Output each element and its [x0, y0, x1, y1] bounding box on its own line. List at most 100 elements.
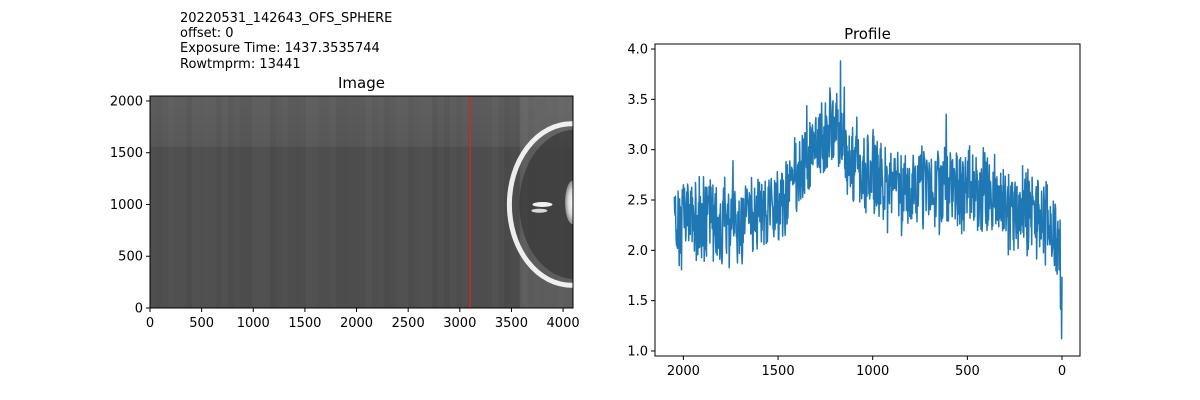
profile-y-tick-label: 1.0 [627, 344, 648, 359]
image-y-tick-label: 2000 [110, 94, 143, 109]
image-column-stripe [486, 96, 492, 308]
image-column-stripe [318, 96, 324, 308]
profile-x-tick-label: 0 [1058, 364, 1066, 379]
image-column-stripe [198, 96, 204, 308]
profile-y-tick-label: 2.5 [627, 194, 648, 209]
image-column-stripe [240, 96, 246, 308]
profile-x-tick-label: 2000 [667, 364, 700, 379]
image-column-stripe [186, 96, 192, 308]
sphere-bright-spot [565, 180, 573, 225]
image-column-stripe [192, 96, 198, 308]
image-column-stripe [234, 96, 240, 308]
image-column-stripe [222, 96, 228, 308]
image-column-stripe [306, 96, 312, 308]
image-column-stripe [216, 96, 222, 308]
image-column-stripe [288, 96, 294, 308]
file-name: 20220531_142643_OFS_SPHERE [180, 11, 393, 26]
image-column-stripe [180, 96, 186, 308]
image-x-tick-label: 500 [189, 316, 214, 331]
image-column-stripe [456, 96, 462, 308]
image-x-tick-label: 3500 [495, 316, 528, 331]
image-column-stripe [348, 96, 354, 308]
image-column-stripe [342, 96, 348, 308]
image-column-stripe [312, 96, 318, 308]
image-column-stripe [402, 96, 408, 308]
image-column-stripe [228, 96, 234, 308]
image-column-stripe [372, 96, 378, 308]
image-column-stripe [276, 96, 282, 308]
image-column-stripe [396, 96, 402, 308]
image-column-stripe [162, 96, 168, 308]
image-column-stripe [492, 96, 498, 308]
image-column-stripe [462, 96, 468, 308]
image-title: Image [338, 74, 385, 92]
image-heatmap [150, 96, 573, 308]
image-y-tick-label: 1500 [110, 146, 143, 161]
profile-y-tick-label: 2.0 [627, 244, 648, 259]
image-column-stripe [252, 96, 258, 308]
image-x-tick-label: 1500 [288, 316, 321, 331]
image-column-stripe [432, 96, 438, 308]
image-column-stripe [294, 96, 300, 308]
image-column-stripe [474, 96, 480, 308]
image-column-stripe [450, 96, 456, 308]
sphere-reflection [532, 201, 553, 207]
image-column-stripe [204, 96, 210, 308]
image-column-stripe [330, 96, 336, 308]
image-column-stripe [246, 96, 252, 308]
image-column-stripe [426, 96, 432, 308]
image-column-stripe [498, 96, 504, 308]
image-column-stripe [408, 96, 414, 308]
image-column-stripe [150, 96, 156, 308]
image-column-stripe [174, 96, 180, 308]
image-x-tick-label: 1000 [237, 316, 270, 331]
image-panel: 0 500 1000 1500 2000 2500 3000 3500 4000 0 500 1000… [110, 74, 580, 331]
image-column-stripe [336, 96, 342, 308]
profile-x-tick-label: 1500 [762, 364, 795, 379]
image-column-stripe [510, 96, 516, 308]
profile-x-tick-label: 500 [955, 364, 980, 379]
image-column-stripe [378, 96, 384, 308]
profile-y-tick-label: 3.0 [627, 143, 648, 158]
image-x-tick-label: 2000 [340, 316, 373, 331]
image-column-stripe [156, 96, 162, 308]
profile-y-tick-label: 1.5 [627, 294, 648, 309]
image-column-stripe [438, 96, 444, 308]
image-y-tick-label: 500 [118, 250, 143, 265]
image-column-stripe [282, 96, 288, 308]
image-column-stripe [324, 96, 330, 308]
profile-series-line [673, 60, 1063, 340]
image-column-stripe [210, 96, 216, 308]
image-column-stripe [300, 96, 306, 308]
profile-y-tick-label: 3.5 [627, 93, 648, 108]
sphere-arc [506, 121, 573, 288]
image-column-stripe [168, 96, 174, 308]
offset-line: offset: 0 [180, 26, 234, 42]
image-column-stripe [360, 96, 366, 308]
image-column-stripe [390, 96, 396, 308]
image-column-stripe [468, 96, 474, 308]
image-column-stripe [366, 96, 372, 308]
image-x-tick-label: 0 [146, 316, 154, 331]
image-x-tick-label: 3000 [443, 316, 476, 331]
image-axes: 0 500 1000 1500 2000 2500 3000 3500 4000 0 500 1000… [110, 94, 580, 331]
image-column-stripe [414, 96, 420, 308]
image-column-stripe [354, 96, 360, 308]
rowtmprm-line: Rowtmprm: 13441 [180, 56, 301, 72]
image-column-stripe [264, 96, 270, 308]
image-column-stripe [258, 96, 264, 308]
profile-panel: 2000 1500 1000 500 0 1.0 1.5 2.0 2.5 3.0 3.5 4.0 Pr… [627, 25, 1081, 379]
image-axes-frame [149, 95, 574, 309]
image-column-stripe [516, 96, 522, 308]
acquisition-info: 20220531_142643_OFS_SPHERE offset: 0 Expos… [180, 11, 392, 72]
profile-x-tick-label: 1000 [856, 364, 889, 379]
image-column-stripe [420, 96, 426, 308]
image-y-tick-label: 1000 [110, 198, 143, 213]
image-x-tick-label: 4000 [547, 316, 580, 331]
image-x-tick-label: 2500 [392, 316, 425, 331]
image-column-stripe [270, 96, 276, 308]
profile-y-tick-label: 4.0 [627, 43, 648, 58]
image-column-stripe [444, 96, 450, 308]
sphere-reflection [531, 208, 548, 213]
